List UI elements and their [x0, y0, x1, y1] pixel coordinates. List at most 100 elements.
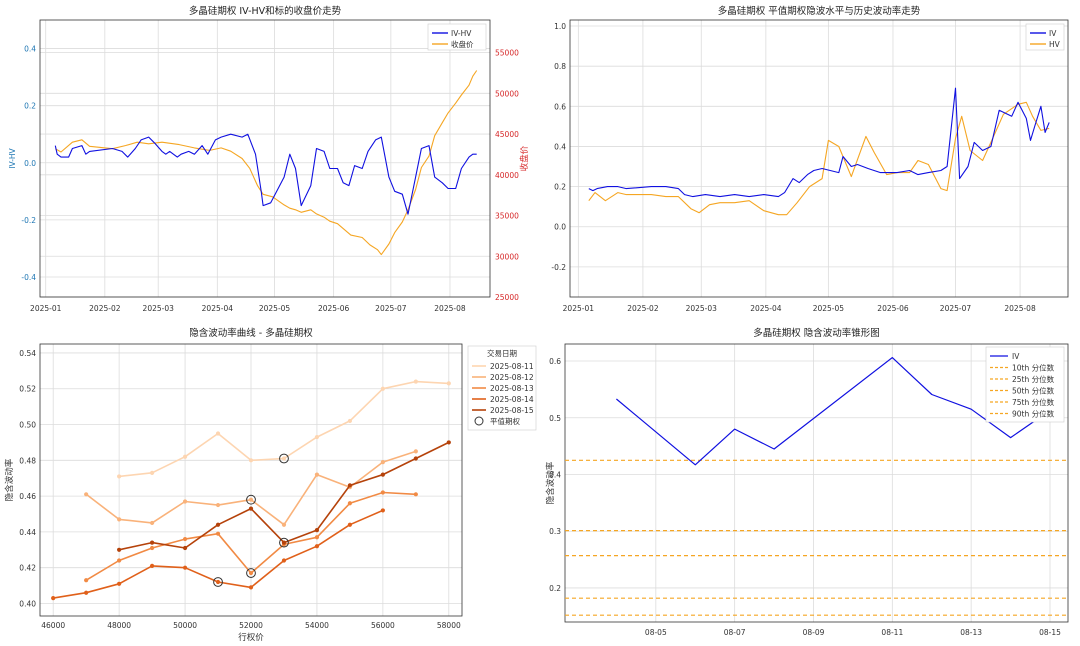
data-point — [347, 522, 353, 527]
x-tick-label: 2025-01 — [30, 304, 62, 313]
x-tick-label: 2025-08 — [434, 304, 466, 313]
data-point — [117, 558, 122, 563]
y-tick-label: 1.0 — [554, 22, 566, 31]
x-tick-label: 2025-08 — [1004, 304, 1036, 313]
plot-frame — [39, 343, 463, 617]
x-tick-label: 58000 — [437, 621, 461, 630]
chart-iv-cone: 08-05 08-07 08-09 08-11 08-13 08-15 0.2 0.3 0.4 0… — [545, 327, 1069, 637]
series-line-hv — [588, 101, 1050, 216]
y-tick-label: 0.46 — [19, 492, 36, 501]
legend-label: 2025-08-14 — [490, 395, 534, 404]
y-tick-label: -0.4 — [21, 273, 36, 282]
x-tick-label: 2025-07 — [375, 304, 407, 313]
data-point — [380, 460, 385, 465]
y-tick-label: 0.2 — [24, 102, 36, 111]
y-tick-label: 0.40 — [19, 599, 36, 608]
data-point — [281, 522, 287, 527]
series-line-iv-hv — [54, 133, 477, 215]
x-tick-label: 2025-05 — [813, 304, 845, 313]
y-tick-label: 0.52 — [19, 385, 36, 394]
data-point — [149, 540, 155, 545]
y-axis-label: 隐含波动率 — [4, 458, 15, 501]
legend-title: 交易日期 — [487, 348, 517, 358]
data-point — [413, 456, 418, 461]
chart-iv-smile: 46000 48000 50000 52000 54000 56000 58000 0.40 0… — [4, 327, 537, 643]
series-line-iv — [588, 87, 1050, 198]
x-tick-label: 2025-02 — [89, 304, 121, 313]
y-tick-label: 0.54 — [19, 349, 36, 358]
data-point — [314, 528, 320, 533]
chart-title: 多晶硅期权 隐含波动率锥形图 — [753, 327, 880, 339]
y-tick-label: 0.6 — [549, 357, 561, 366]
data-point — [215, 522, 221, 527]
data-point — [149, 520, 155, 526]
y-tick-label: 0.0 — [24, 159, 36, 168]
legend-label: 90th 分位数 — [1012, 409, 1055, 419]
x-tick-label: 2025-05 — [259, 304, 291, 313]
x-tick-label: 08-11 — [881, 628, 903, 637]
y-tick-label: 0.2 — [549, 584, 561, 593]
data-point — [347, 483, 353, 488]
y-tick-label: 0.44 — [19, 528, 36, 537]
x-axis-label: 行权价 — [238, 632, 264, 643]
chart-atm-iv-hv: 2025-01 2025-02 2025-03 2025-04 2025-05 2025-… — [551, 5, 1069, 313]
atm-marker — [279, 537, 289, 548]
x-tick-label: 08-09 — [803, 628, 825, 637]
y-tick-label: 0.48 — [19, 456, 36, 465]
y-tick-label: 0.42 — [19, 564, 36, 573]
legend-label: 10th 分位数 — [1012, 363, 1055, 373]
x-tick-label: 2025-04 — [202, 304, 234, 313]
y-tick-label: 0.4 — [549, 470, 561, 479]
data-point — [446, 381, 451, 386]
x-tick-label: 2025-03 — [686, 304, 718, 313]
atm-marker — [213, 577, 223, 587]
atm-marker — [246, 494, 256, 505]
plot-frame — [39, 19, 491, 298]
data-point — [84, 590, 89, 595]
chart-title: 多晶硅期权 平值期权隐波水平与历史波动率走势 — [718, 5, 921, 17]
data-point — [149, 470, 155, 475]
y-tick-label: -0.2 — [551, 263, 566, 272]
data-point — [314, 472, 320, 477]
y2-tick-label: 30000 — [495, 252, 519, 261]
y2-tick-label: 50000 — [495, 89, 519, 98]
y-tick-label: -0.2 — [21, 216, 36, 225]
data-point — [314, 544, 320, 549]
y2-tick-label: 45000 — [495, 130, 519, 139]
data-point — [314, 434, 320, 440]
data-point — [248, 585, 254, 590]
legend: 交易日期 2025-08-11 2025-08-12 2025-08-13 2025-0… — [467, 345, 537, 431]
legend-label: 收盘价 — [451, 39, 474, 49]
y-tick-label: 0.3 — [549, 527, 561, 536]
x-tick-label: 08-05 — [645, 628, 667, 637]
atm-marker — [279, 453, 289, 464]
data-point — [347, 418, 353, 424]
x-tick-label: 2025-02 — [627, 304, 659, 313]
y2-axis-label: 收盘价 — [519, 145, 530, 171]
plot-frame — [564, 343, 1069, 623]
data-point — [446, 440, 451, 445]
data-point — [413, 379, 418, 384]
data-point — [117, 547, 122, 552]
atm-marker — [246, 568, 256, 578]
x-tick-label: 2025-06 — [318, 304, 350, 313]
data-point — [182, 454, 188, 459]
data-point — [215, 431, 221, 436]
data-point — [248, 497, 254, 502]
legend-label: HV — [1049, 40, 1061, 49]
legend-label: IV — [1049, 29, 1057, 38]
series-line-iv — [616, 357, 1051, 466]
legend-label: 2025-08-11 — [490, 362, 534, 371]
data-point — [248, 458, 254, 463]
data-point — [347, 501, 353, 506]
data-point — [182, 545, 188, 551]
x-tick-label: 08-07 — [724, 628, 746, 637]
data-point — [84, 492, 89, 497]
data-point — [380, 386, 385, 391]
y-tick-label: 0.50 — [19, 421, 36, 430]
x-tick-label: 08-15 — [1039, 628, 1061, 637]
x-tick-label: 54000 — [305, 621, 329, 630]
x-tick-label: 08-13 — [960, 628, 982, 637]
